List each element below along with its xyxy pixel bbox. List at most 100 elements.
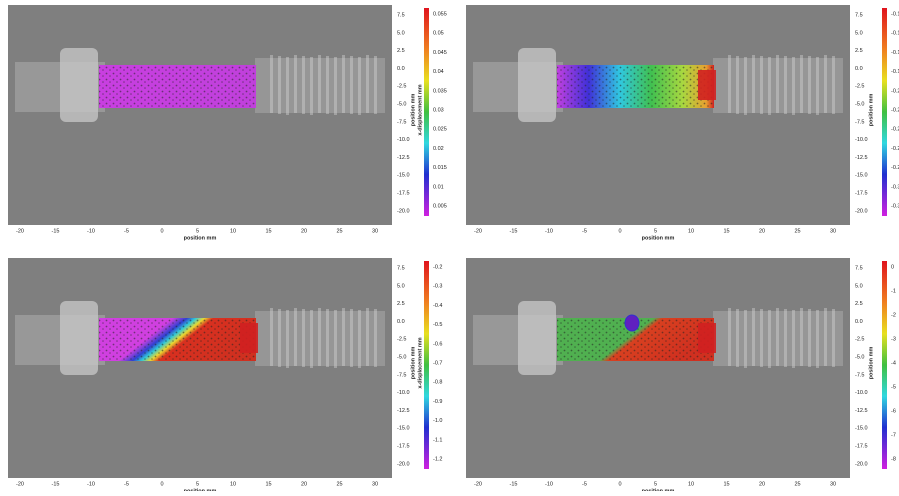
colorbar-tick-label: -0.1 xyxy=(891,69,899,75)
thread xyxy=(832,309,835,367)
colorbar-tick-label: -1.0 xyxy=(433,418,442,424)
thread xyxy=(318,55,321,113)
x-tick-label: 5 xyxy=(654,481,657,487)
y-tick-label: -15.0 xyxy=(855,426,868,432)
x-tick-label: -10 xyxy=(545,228,553,234)
colorbar-tick-label: -3 xyxy=(891,336,896,342)
thread xyxy=(776,55,779,113)
colorbar xyxy=(882,8,887,216)
thread xyxy=(366,55,369,113)
thread xyxy=(744,310,747,368)
x-tick-label: -5 xyxy=(124,481,129,487)
y-tick-label: -12.5 xyxy=(855,408,868,414)
colorbar-tick-label: 0.01 xyxy=(433,184,444,190)
colorbar-tick-label: -0.2 xyxy=(891,127,899,133)
grip-left xyxy=(60,48,98,122)
colorbar-tick-label: 0.02 xyxy=(433,146,444,152)
thread xyxy=(816,310,819,368)
y-tick-label: -12.5 xyxy=(397,408,410,414)
colorbar-tick-label: 0 xyxy=(891,264,894,270)
y-tick-label: -17.5 xyxy=(397,190,410,196)
y-tick-label: 0.0 xyxy=(397,66,405,72)
thread xyxy=(270,308,273,366)
x-tick-label: -10 xyxy=(87,481,95,487)
field-edge xyxy=(698,70,716,100)
x-tick-label: 0 xyxy=(160,228,163,234)
thread xyxy=(768,310,771,368)
y-axis-label: position mm xyxy=(868,94,874,127)
thread xyxy=(752,308,755,366)
colorbar-tick-label: -0.2 xyxy=(891,107,899,113)
thread xyxy=(358,310,361,368)
x-tick-label: -15 xyxy=(52,481,60,487)
colorbar-tick-label: -7 xyxy=(891,432,896,438)
y-tick-label: -10.0 xyxy=(855,137,868,143)
thread xyxy=(760,309,763,367)
x-tick-label: -5 xyxy=(124,228,129,234)
field-edge xyxy=(698,323,716,353)
colorbar-tick-label: 0.03 xyxy=(433,107,444,113)
x-tick-label: 10 xyxy=(230,228,236,234)
y-tick-label: 2.5 xyxy=(397,301,405,307)
grip-left xyxy=(60,301,98,375)
y-axis-label: position mm xyxy=(410,347,416,380)
y-tick-label: -7.5 xyxy=(397,119,406,125)
x-tick-label: 10 xyxy=(230,481,236,487)
y-tick-label: -7.5 xyxy=(855,372,864,378)
x-tick-label: -20 xyxy=(474,228,482,234)
thread xyxy=(350,309,353,367)
field-spot xyxy=(624,314,640,332)
thread xyxy=(326,56,329,114)
x-axis-label: position mm xyxy=(642,235,675,241)
specimen-right xyxy=(255,58,385,113)
x-tick-label: 20 xyxy=(759,228,765,234)
y-tick-label: -17.5 xyxy=(855,190,868,196)
thread xyxy=(768,57,771,115)
colorbar-label: x-displacement mm xyxy=(417,337,423,388)
x-tick-label: 30 xyxy=(372,481,378,487)
y-axis-label: position mm xyxy=(410,94,416,127)
x-tick-label: 30 xyxy=(372,228,378,234)
thread xyxy=(800,55,803,113)
y-tick-label: -12.5 xyxy=(855,155,868,161)
x-axis-label: position mm xyxy=(184,235,217,241)
speckle xyxy=(557,65,714,108)
colorbar xyxy=(424,8,429,216)
colorbar-tick-label: -0.3 xyxy=(433,284,442,290)
colorbar-tick-label: -0.3 xyxy=(891,203,899,209)
y-tick-label: 5.0 xyxy=(397,283,405,289)
colorbar-tick-label: 0.055 xyxy=(433,11,447,17)
colorbar-tick-label: -0.6 xyxy=(433,341,442,347)
colorbar-tick-label: -0.2 xyxy=(891,165,899,171)
x-tick-label: -15 xyxy=(510,481,518,487)
thread xyxy=(294,55,297,113)
y-tick-label: -7.5 xyxy=(855,119,864,125)
y-tick-label: -5.0 xyxy=(397,354,406,360)
colorbar-tick-label: 0.05 xyxy=(433,31,444,37)
y-tick-label: 7.5 xyxy=(855,265,863,271)
x-tick-label: 25 xyxy=(794,228,800,234)
y-tick-label: 7.5 xyxy=(397,265,405,271)
y-tick-label: -20.0 xyxy=(397,208,410,214)
colorbar-tick-label: -0.7 xyxy=(433,360,442,366)
y-tick-label: -10.0 xyxy=(397,137,410,143)
thread xyxy=(760,56,763,114)
x-tick-label: 15 xyxy=(723,481,729,487)
thread xyxy=(736,309,739,367)
thread xyxy=(800,308,803,366)
thread xyxy=(784,309,787,367)
thread xyxy=(286,57,289,115)
field-edge xyxy=(240,323,258,353)
thread xyxy=(326,309,329,367)
thread xyxy=(808,309,811,367)
y-tick-label: -5.0 xyxy=(855,354,864,360)
panel: -20 -15 -10 -5 0 5 10 15 20 25 30 position mm 7.5 5.0… xyxy=(8,258,442,494)
y-tick-label: 0.0 xyxy=(855,319,863,325)
colorbar-tick-label: -5 xyxy=(891,384,896,390)
y-tick-label: 0.0 xyxy=(397,319,405,325)
thread xyxy=(728,308,731,366)
thread xyxy=(302,56,305,114)
y-tick-label: -20.0 xyxy=(855,461,868,467)
y-tick-label: -15.0 xyxy=(855,173,868,179)
thread xyxy=(270,55,273,113)
